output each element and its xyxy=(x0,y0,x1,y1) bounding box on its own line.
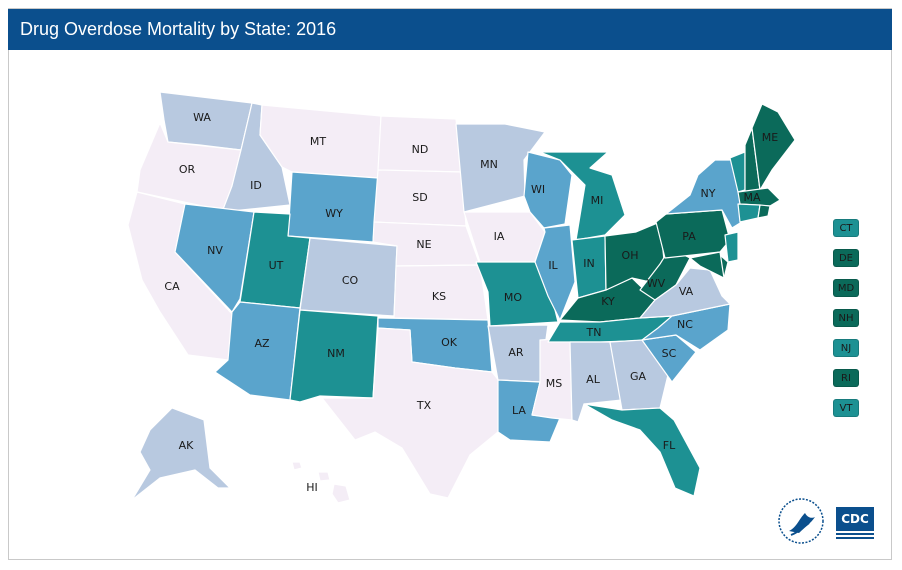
small-state-box-CT[interactable]: CT xyxy=(833,219,859,237)
state-label-NY: NY xyxy=(701,187,716,200)
state-label-MS: MS xyxy=(546,377,562,390)
state-NJ[interactable] xyxy=(724,231,739,263)
state-label-ID: ID xyxy=(250,179,262,192)
state-IL[interactable] xyxy=(534,224,576,321)
state-label-MT: MT xyxy=(310,135,326,148)
state-label-NE: NE xyxy=(416,238,431,251)
state-NM[interactable] xyxy=(289,309,379,403)
state-CT[interactable] xyxy=(737,203,761,223)
state-label-NC: NC xyxy=(677,318,693,331)
state-label-WV: WV xyxy=(647,277,666,290)
state-label-MA: MA xyxy=(743,191,760,204)
state-label-NM: NM xyxy=(327,347,345,360)
state-VA[interactable] xyxy=(639,267,731,319)
small-state-box-VT[interactable]: VT xyxy=(833,399,859,417)
state-label-FL: FL xyxy=(663,439,676,452)
state-label-ME: ME xyxy=(762,131,778,144)
state-label-TN: TN xyxy=(586,326,602,339)
cdc-logo: CDC xyxy=(836,507,874,545)
state-ME[interactable] xyxy=(751,103,796,191)
state-label-UT: UT xyxy=(269,259,284,272)
cdc-logo-text: CDC xyxy=(836,507,874,531)
state-MD[interactable] xyxy=(689,251,725,279)
state-label-CA: CA xyxy=(164,280,180,293)
small-state-box-MD[interactable]: MD xyxy=(833,279,859,297)
state-label-PA: PA xyxy=(682,230,696,243)
state-label-OK: OK xyxy=(441,336,458,349)
state-label-OR: OR xyxy=(179,163,196,176)
state-label-SD: SD xyxy=(412,191,427,204)
state-NV[interactable] xyxy=(174,203,255,313)
state-label-AZ: AZ xyxy=(254,337,270,350)
small-state-box-DE[interactable]: DE xyxy=(833,249,859,267)
state-label-TX: TX xyxy=(416,399,432,412)
state-label-NV: NV xyxy=(207,244,223,257)
state-label-MN: MN xyxy=(480,158,498,171)
state-FL[interactable] xyxy=(583,403,701,497)
state-label-GA: GA xyxy=(630,370,647,383)
state-AK[interactable] xyxy=(131,407,231,501)
small-state-box-NJ[interactable]: NJ xyxy=(833,339,859,357)
state-label-MO: MO xyxy=(504,291,522,304)
state-label-KY: KY xyxy=(601,295,615,308)
state-label-WI: WI xyxy=(531,183,545,196)
small-state-box-RI[interactable]: RI xyxy=(833,369,859,387)
page-title: Drug Overdose Mortality by State: 2016 xyxy=(20,19,337,39)
state-label-KS: KS xyxy=(432,290,446,303)
state-label-WA: WA xyxy=(193,111,211,124)
state-label-CO: CO xyxy=(342,274,359,287)
state-label-MI: MI xyxy=(591,194,604,207)
state-label-HI: HI xyxy=(306,481,318,494)
state-label-VA: VA xyxy=(679,285,694,298)
state-label-ND: ND xyxy=(412,143,429,156)
state-label-LA: LA xyxy=(512,404,526,417)
state-label-AL: AL xyxy=(586,373,601,386)
state-MI[interactable] xyxy=(539,151,626,241)
state-label-AK: AK xyxy=(179,439,195,452)
hhs-logo xyxy=(777,497,825,545)
state-label-AR: AR xyxy=(508,346,524,359)
state-GA[interactable] xyxy=(609,339,669,411)
state-MA[interactable] xyxy=(737,187,781,207)
title-bar: Drug Overdose Mortality by State: 2016 xyxy=(8,9,892,50)
small-state-box-NH[interactable]: NH xyxy=(833,309,859,327)
state-TX[interactable] xyxy=(321,327,501,499)
state-label-OH: OH xyxy=(622,249,639,262)
state-label-IA: IA xyxy=(494,230,505,243)
state-label-IN: IN xyxy=(583,257,594,270)
state-label-SC: SC xyxy=(662,347,677,360)
state-label-IL: IL xyxy=(548,259,558,272)
state-HI[interactable] xyxy=(291,461,351,504)
state-label-WY: WY xyxy=(325,207,343,220)
state-RI[interactable] xyxy=(757,204,771,219)
